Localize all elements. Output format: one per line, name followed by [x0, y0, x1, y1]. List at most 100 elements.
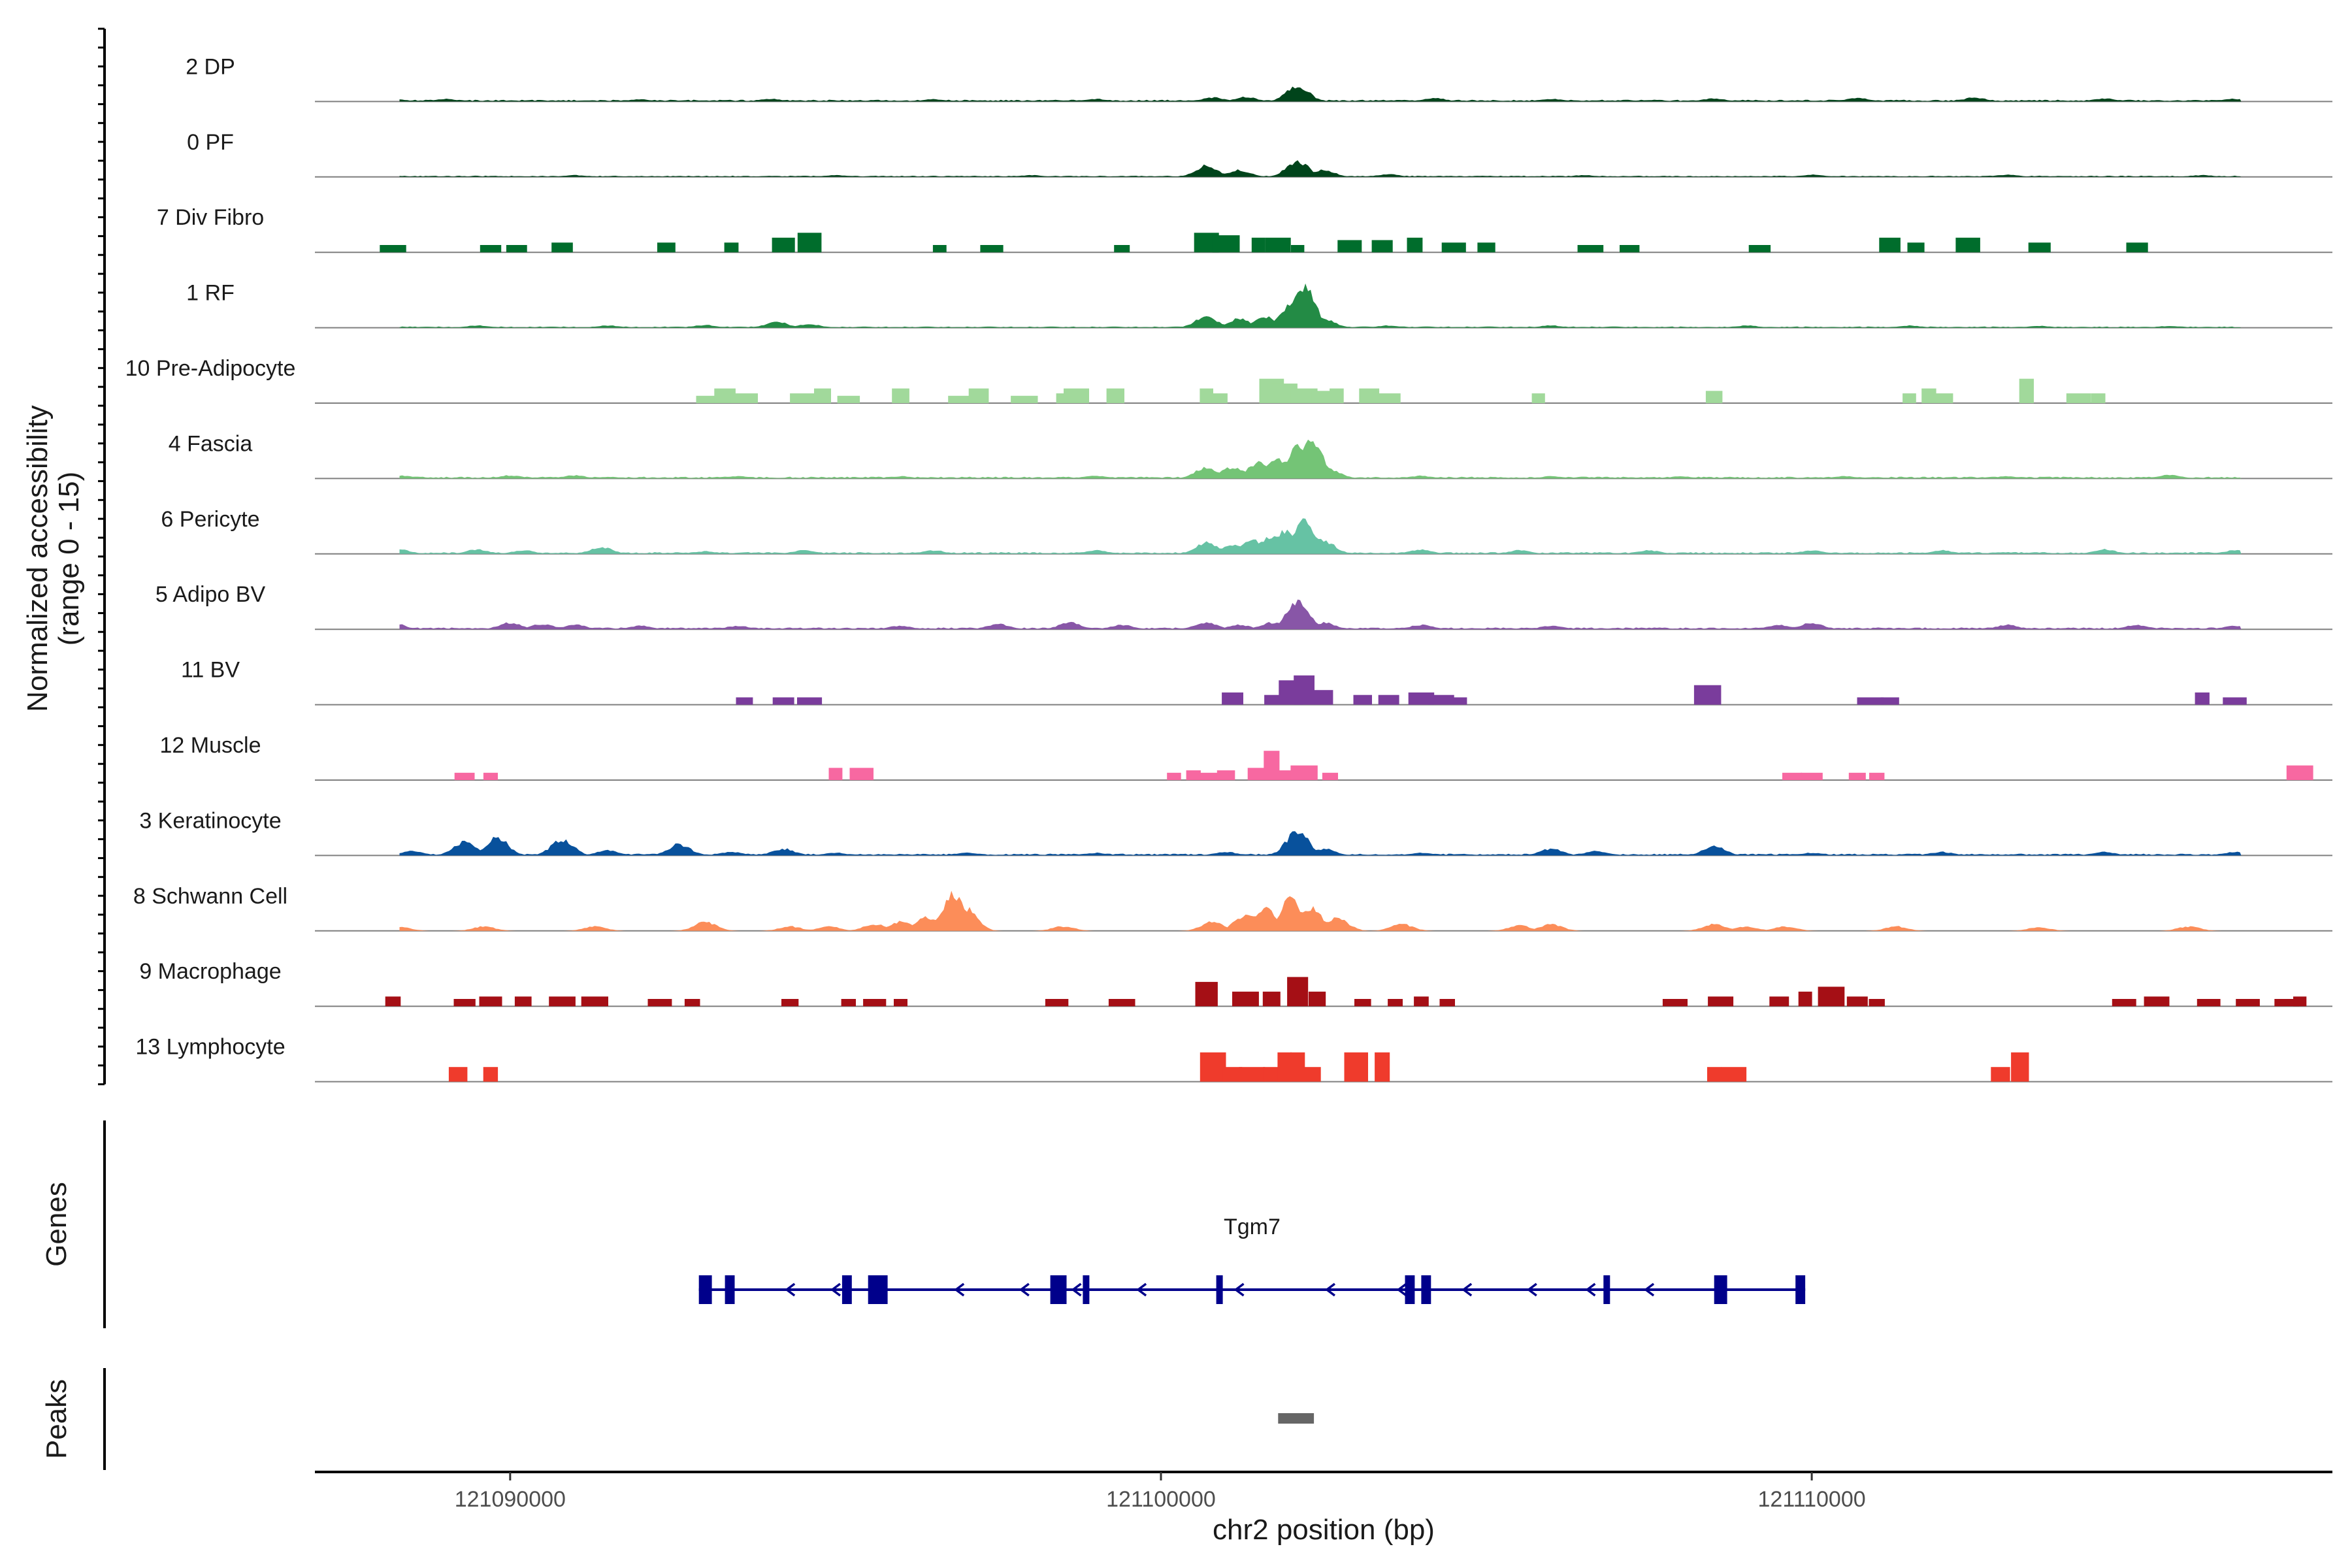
coverage-block-9-macrophage-35	[2293, 996, 2307, 1007]
coverage-block-10-pre-adipocyte-6	[892, 388, 909, 403]
x-tick-label: 121090000	[455, 1487, 566, 1512]
track-label-6-pericyte: 6 Pericyte	[161, 507, 259, 532]
gene-exon-9	[1603, 1275, 1610, 1304]
gene-exon-4	[1050, 1275, 1067, 1304]
coverage-block-12-muscle-0	[454, 772, 475, 780]
genes-panel-label: Genes	[41, 1182, 73, 1267]
coverage-block-10-pre-adipocyte-19	[1330, 388, 1344, 403]
coverage-block-13-lymphocyte-0	[448, 1067, 468, 1082]
coverage-block-13-lymphocyte-1	[483, 1067, 498, 1082]
coverage-block-7-div-fibro-15	[1291, 245, 1305, 253]
gene-exon-10	[1714, 1275, 1727, 1304]
coverage-block-12-muscle-12	[1322, 772, 1338, 780]
track-label-8-schwann-cell: 8 Schwann Cell	[133, 884, 287, 909]
coverage-block-9-macrophage-6	[647, 999, 672, 1007]
y-axis-title-line2: (range 0 - 15)	[53, 472, 85, 646]
coverage-block-10-pre-adipocyte-28	[2066, 393, 2091, 403]
gene-exon-1	[725, 1275, 735, 1304]
coverage-block-9-macrophage-30	[2112, 999, 2136, 1007]
coverage-block-9-macrophage-13	[1108, 999, 1135, 1007]
coverage-block-10-pre-adipocyte-27	[2019, 378, 2034, 403]
coverage-block-10-pre-adipocyte-1	[714, 388, 736, 403]
strand-arrow	[954, 1282, 965, 1297]
track-label-2-dp: 2 DP	[186, 54, 235, 79]
coverage-block-7-div-fibro-20	[1477, 242, 1495, 253]
coverage-block-12-muscle-7	[1217, 770, 1235, 780]
coverage-block-11-bv-14	[1857, 697, 1884, 705]
coverage-block-9-macrophage-7	[684, 999, 700, 1007]
coverage-block-11-bv-1	[772, 697, 794, 705]
coverage-block-7-div-fibro-9	[980, 245, 1004, 253]
coverage-block-7-div-fibro-16	[1337, 240, 1362, 253]
coverage-block-10-pre-adipocyte-5	[837, 395, 860, 403]
coverage-block-13-lymphocyte-6	[1277, 1052, 1292, 1082]
coverage-block-11-bv-15	[1880, 697, 1899, 705]
coverage-block-9-macrophage-19	[1354, 999, 1371, 1007]
coverage-block-10-pre-adipocyte-21	[1377, 393, 1401, 403]
gene-exon-0	[698, 1275, 712, 1304]
coverage-block-9-macrophage-18	[1308, 991, 1326, 1007]
coverage-block-7-div-fibro-17	[1371, 240, 1393, 253]
coverage-block-10-pre-adipocyte-22	[1531, 393, 1545, 403]
gene-exon-5	[1083, 1275, 1090, 1304]
coverage-block-7-div-fibro-14	[1265, 237, 1291, 253]
track-label-13-lymphocyte: 13 Lymphocyte	[135, 1035, 285, 1060]
coverage-block-13-lymphocyte-2	[1200, 1052, 1226, 1082]
coverage-block-13-lymphocyte-10	[1375, 1052, 1390, 1082]
gene-exon-7	[1405, 1275, 1415, 1304]
coverage-block-9-macrophage-31	[2144, 996, 2170, 1007]
coverage-block-7-div-fibro-0	[380, 245, 406, 253]
coverage-block-9-macrophage-8	[781, 999, 799, 1007]
strand-arrow	[830, 1282, 841, 1297]
x-tick-label: 121100000	[1106, 1487, 1216, 1512]
gene-exon-2	[841, 1275, 852, 1304]
coverage-block-7-div-fibro-26	[1955, 237, 1980, 253]
coverage-block-12-muscle-3	[849, 768, 874, 780]
coverage-block-10-pre-adipocyte-12	[1106, 388, 1124, 403]
coverage-block-7-div-fibro-7	[797, 233, 822, 253]
track-label-12-muscle: 12 Muscle	[160, 733, 261, 758]
coverage-tracks	[315, 86, 2332, 1083]
coverage-block-13-lymphocyte-11	[1707, 1067, 1722, 1082]
coverage-block-10-pre-adipocyte-13	[1200, 388, 1213, 403]
track-labels: 2 DP 0 PF 7 Div Fibro 1 RF 10 Pre-Adipocyte 4…	[125, 54, 296, 1059]
coverage-block-11-bv-2	[797, 697, 823, 705]
coverage-block-11-bv-8	[1353, 694, 1372, 705]
strand-arrow	[1644, 1282, 1655, 1297]
coverage-block-11-bv-7	[1314, 690, 1333, 705]
coverage-block-11-bv-11	[1427, 694, 1454, 705]
coverage-block-12-muscle-1	[483, 772, 498, 780]
coverage-block-12-muscle-17	[2286, 765, 2313, 780]
track-label-4-fascia: 4 Fascia	[169, 431, 253, 456]
coverage-block-9-macrophage-22	[1439, 999, 1455, 1007]
coverage-block-9-macrophage-20	[1388, 999, 1403, 1007]
left-y-axis	[98, 27, 106, 1086]
coverage-block-10-pre-adipocyte-0	[696, 395, 715, 403]
coverage-block-7-div-fibro-6	[772, 237, 795, 253]
track-label-10-pre-adipocyte: 10 Pre-Adipocyte	[125, 356, 296, 381]
coverage-block-12-muscle-16	[1869, 772, 1885, 780]
track-label-5-adipo-bv: 5 Adipo BV	[155, 582, 266, 607]
gene-track: Tgm7	[698, 1215, 1806, 1304]
gene-exon-11	[1795, 1275, 1806, 1304]
coverage-block-12-muscle-4	[1167, 772, 1181, 780]
coverage-block-13-lymphocyte-12	[1721, 1067, 1747, 1082]
coverage-block-10-pre-adipocyte-2	[730, 393, 758, 403]
coverage-block-9-macrophage-0	[385, 996, 401, 1007]
strand-arrow	[1233, 1282, 1245, 1297]
coverage-block-11-bv-13	[1693, 685, 1722, 705]
coverage-block-9-macrophage-33	[2236, 999, 2260, 1007]
gene-exon-8	[1421, 1275, 1431, 1304]
coverage-block-9-macrophage-34	[2274, 999, 2300, 1007]
track-label-11-bv: 11 BV	[181, 658, 240, 683]
coverage-area-6-pericyte	[399, 518, 2242, 554]
peaks-panel-label: Peaks	[41, 1379, 73, 1459]
coverage-block-7-div-fibro-22	[1620, 245, 1640, 253]
coverage-block-13-lymphocyte-8	[1300, 1067, 1321, 1082]
strand-arrow	[1071, 1282, 1082, 1297]
coverage-block-9-macrophage-3	[514, 996, 532, 1007]
coverage-block-11-bv-9	[1378, 694, 1399, 705]
coverage-block-11-bv-17	[2223, 697, 2247, 705]
coverage-block-12-muscle-11	[1290, 765, 1318, 780]
